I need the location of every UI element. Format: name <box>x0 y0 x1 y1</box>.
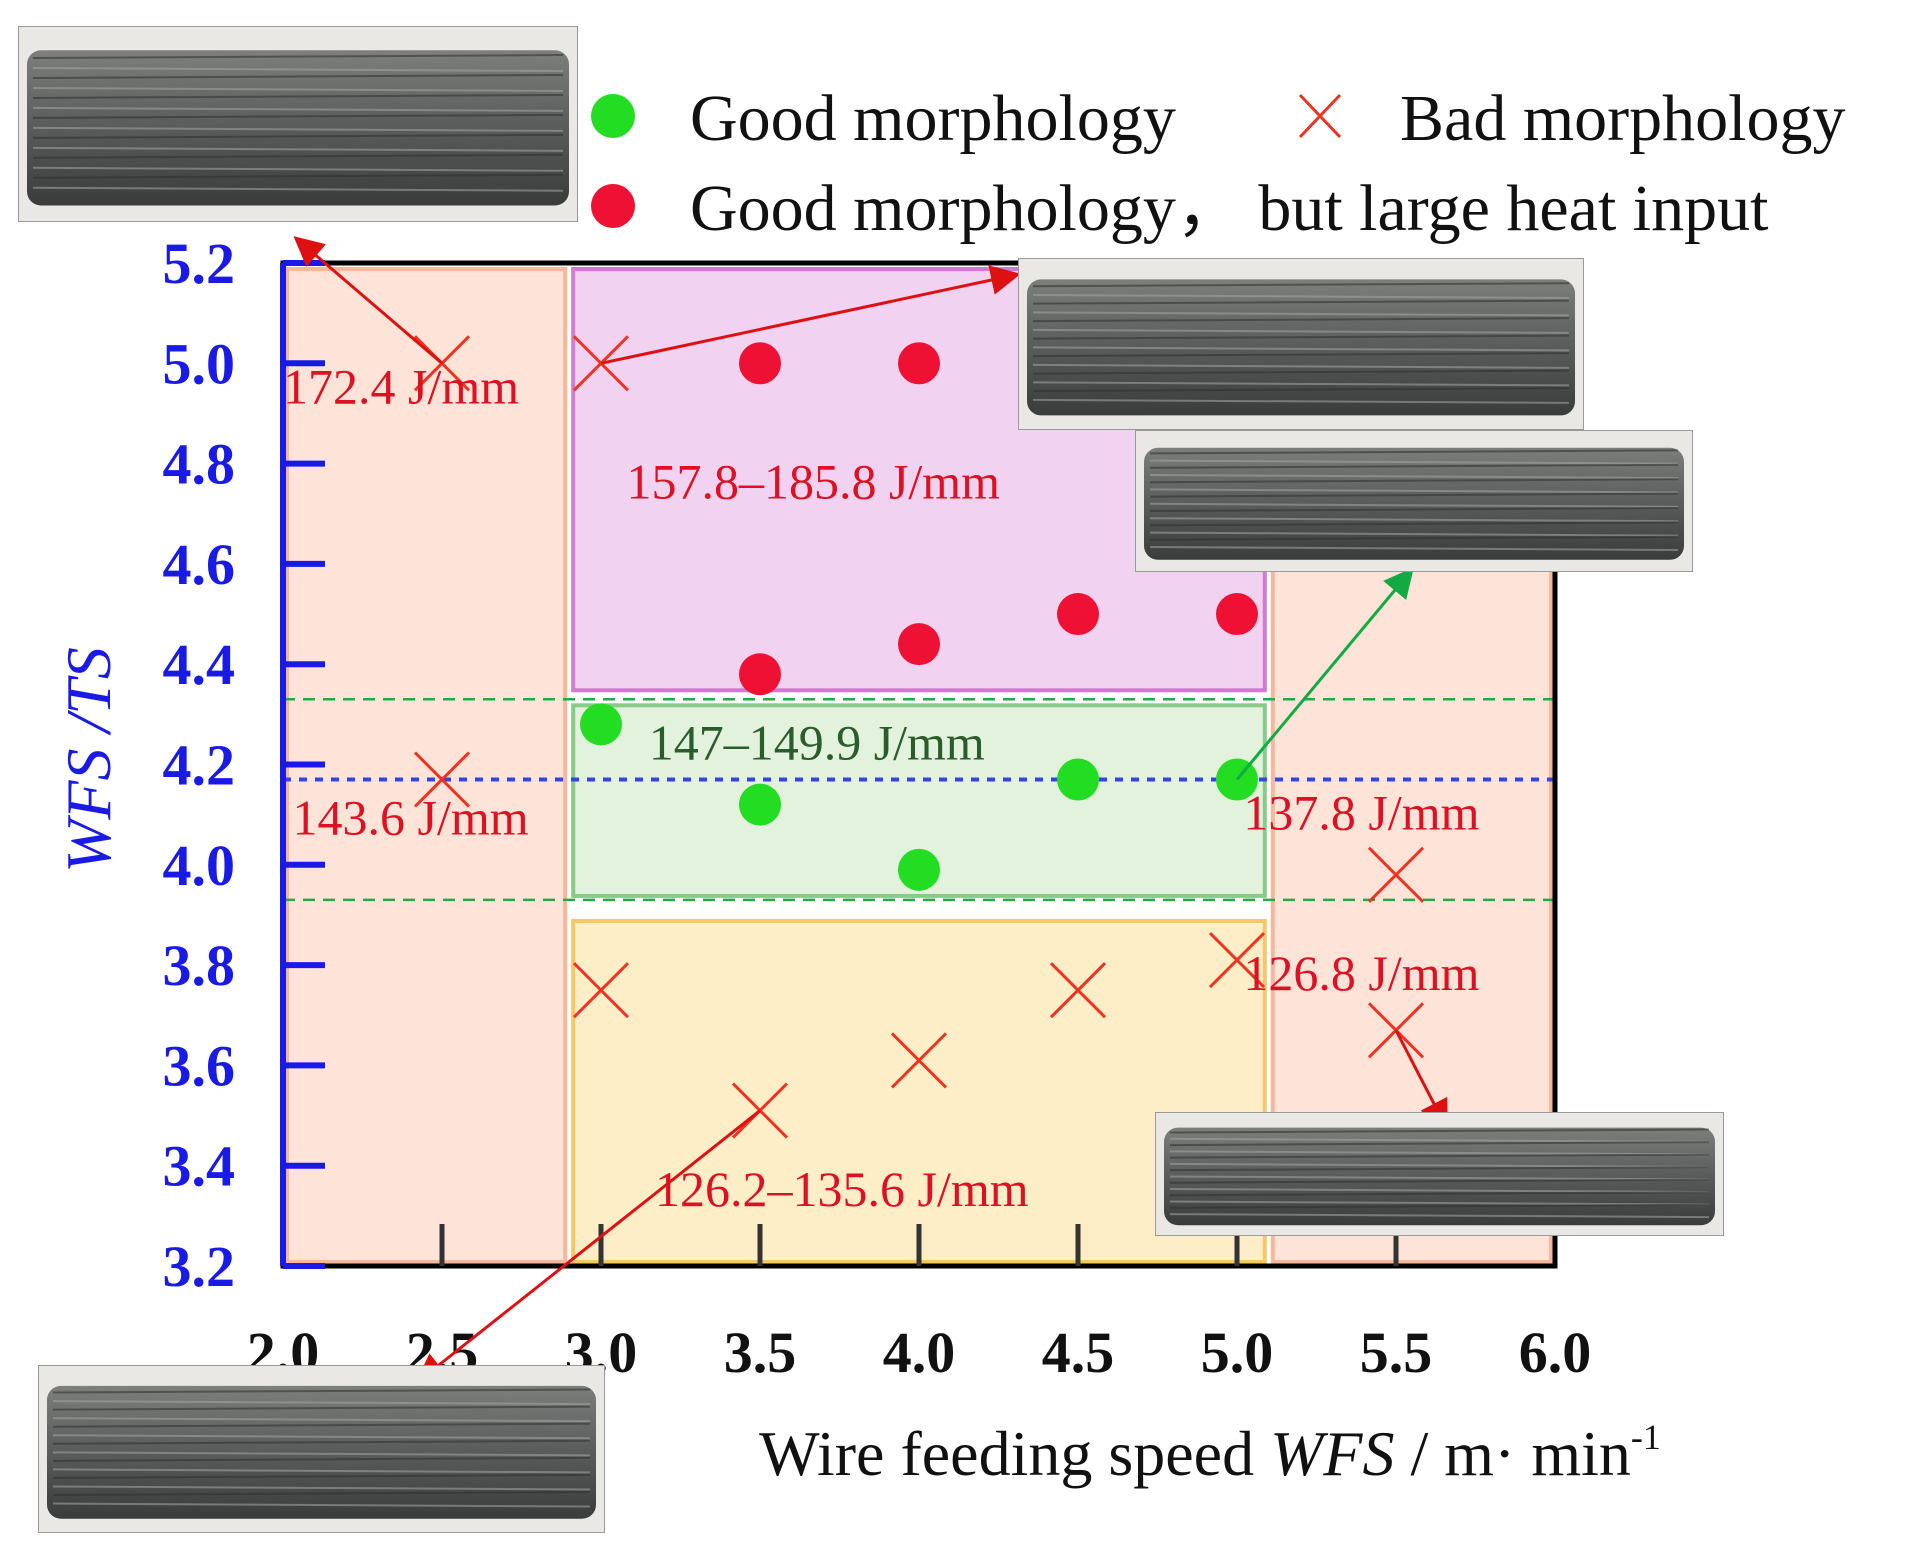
legend-marker-good <box>591 94 635 138</box>
legend-marker-large-heat <box>591 184 635 228</box>
photo-arrow-3 <box>1394 1029 1448 1131</box>
photo-arrow-1 <box>600 265 1021 365</box>
region-3 <box>571 918 1267 1264</box>
point-series-2 <box>739 342 781 385</box>
y-tick-label: 5.0 <box>163 331 236 396</box>
x-tick-label: 4.0 <box>883 1320 956 1385</box>
heat-input-annotation: 126.2–135.6 J/mm <box>655 1161 1029 1217</box>
point-series-0 <box>739 783 781 826</box>
legend-marker-bad <box>1298 93 1342 139</box>
point-series-1 <box>1208 932 1266 989</box>
point-series-0 <box>1057 758 1099 801</box>
heat-input-annotation: 157.8–185.8 J/mm <box>626 454 1000 510</box>
x-tick-label: 5.5 <box>1360 1320 1433 1385</box>
heat-input-annotation: 126.8 J/mm <box>1243 945 1479 1001</box>
y-tick-label: 5.2 <box>163 231 236 296</box>
legend-label-good: Good morphology <box>690 82 1176 155</box>
photo-arrow-2 <box>1235 567 1414 781</box>
photo-arrows <box>293 236 1448 1384</box>
photo-arrow-4 <box>415 1109 761 1384</box>
legend-label-bad: Bad morphology <box>1400 82 1845 155</box>
y-tick-label: 4.8 <box>163 432 236 497</box>
point-series-1 <box>890 1032 948 1089</box>
point-series-2 <box>1216 593 1258 636</box>
reference-lines <box>283 698 1555 902</box>
heat-input-annotation: 147–149.9 J/mm <box>649 714 985 770</box>
point-series-1 <box>1367 846 1425 903</box>
x-tick-label: 6.0 <box>1519 1320 1592 1385</box>
heat-input-annotation: 137.8 J/mm <box>1243 785 1479 841</box>
heat-input-annotation: 172.4 J/mm <box>283 358 519 414</box>
point-series-1 <box>413 751 471 808</box>
x-axis-label-unit: / m· min <box>1394 1418 1630 1489</box>
photo-bottom-right <box>1155 1112 1724 1236</box>
data-points <box>413 335 1425 1139</box>
point-series-1 <box>572 962 630 1019</box>
point-series-2 <box>898 623 940 666</box>
y-tick-label: 4.2 <box>163 733 236 798</box>
photo-top-left <box>18 26 578 222</box>
x-tick-label: 5.0 <box>1201 1320 1274 1385</box>
y-tick-label: 3.6 <box>163 1033 236 1098</box>
region-2 <box>571 703 1267 898</box>
x-axis-label-variable: WFS <box>1270 1418 1394 1489</box>
x-tick-label: 4.5 <box>1042 1320 1115 1385</box>
photo-middle-right <box>1135 430 1693 572</box>
y-tick-label: 4.6 <box>163 532 236 597</box>
photo-top-middle <box>1018 258 1584 430</box>
y-tick-label: 3.2 <box>163 1234 236 1299</box>
photo-arrow-0 <box>293 236 443 365</box>
heat-input-annotation: 143.6 J/mm <box>293 790 529 846</box>
point-series-2 <box>739 653 781 696</box>
x-tick-label: 3.5 <box>724 1320 797 1385</box>
point-series-2 <box>898 342 940 385</box>
y-tick-label: 4.4 <box>163 632 236 697</box>
legend: Good morphology Bad morphology Good morp… <box>591 82 1845 245</box>
y-tick-label: 3.8 <box>163 933 236 998</box>
point-series-0 <box>898 848 940 891</box>
point-series-2 <box>1057 593 1099 636</box>
y-tick-label: 3.4 <box>163 1134 236 1199</box>
photo-bottom-left <box>38 1365 605 1533</box>
point-series-0 <box>580 703 622 746</box>
annotations: 172.4 J/mm 157.8–185.8 J/mm 147–149.9 J/mm… <box>283 358 1480 1216</box>
legend-label-large-heat: Good morphology， but large heat input <box>690 172 1768 245</box>
y-axis-ticks: 3.2 3.4 3.6 3.8 4.0 4.2 4.4 4.6 4.8 5.0 5.2 <box>163 231 325 1299</box>
y-axis-label: WFS /TS <box>53 647 124 873</box>
x-axis-label: Wire feeding speed WFS / m· min-1 <box>759 1417 1661 1489</box>
point-series-1 <box>1049 962 1107 1019</box>
x-axis-label-prefix: Wire feeding speed <box>759 1418 1270 1489</box>
y-tick-label: 4.0 <box>163 833 236 898</box>
x-axis-label-exponent: -1 <box>1631 1417 1661 1457</box>
